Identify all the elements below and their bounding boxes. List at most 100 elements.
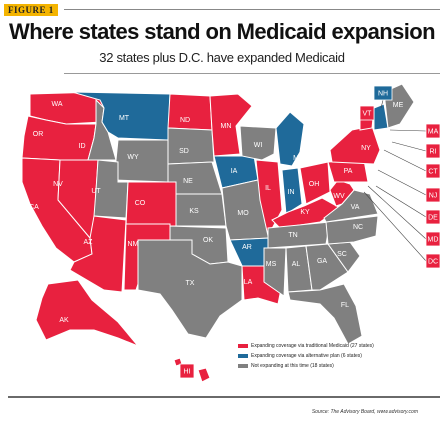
map-subtitle: 32 states plus D.C. have expanded Medica… <box>99 50 345 65</box>
leader-line-ma <box>389 129 427 132</box>
state-label-ut: UT <box>91 188 101 195</box>
callout-label-nj: NJ <box>429 192 438 199</box>
state-label-mi: MI <box>293 155 301 162</box>
callout-box-md <box>425 231 441 247</box>
leader-line-ri <box>391 141 427 152</box>
state-label-wy: WY <box>127 154 139 161</box>
state-label-nm: NM <box>128 241 139 248</box>
state-mn <box>209 93 253 157</box>
legend-label-not-expanding: Not expanding at this time (18 states) <box>251 362 334 369</box>
legend-swatch-traditional <box>238 344 248 348</box>
leader-line-dc <box>363 191 427 262</box>
state-ak <box>35 279 139 347</box>
legend-label-alternative: Expanding coverage via alternative plan … <box>251 352 362 359</box>
state-label-wi: WI <box>254 142 263 149</box>
state-label-ks: KS <box>189 208 199 215</box>
state-oh <box>299 161 331 205</box>
callout-label-nh: NH <box>378 90 388 97</box>
callout-label-md: MD <box>428 236 439 243</box>
legend-item-not-expanding: Not expanding at this time (18 states) <box>238 361 374 371</box>
state-label-nc: NC <box>353 224 363 231</box>
legend-item-traditional: Expanding coverage via traditional Medic… <box>238 341 374 351</box>
state-tx <box>137 239 243 339</box>
callout-label-ri: RI <box>430 148 437 155</box>
callout-box-nj <box>425 187 441 203</box>
state-nc <box>325 215 379 245</box>
state-label-ny: NY <box>361 145 371 152</box>
legend-swatch-alternative <box>238 354 248 358</box>
state-label-ga: GA <box>317 258 327 265</box>
state-ga <box>305 243 349 291</box>
state-wi <box>239 125 277 161</box>
state-label-ar: AR <box>242 244 252 251</box>
leader-line-nj <box>377 169 427 196</box>
state-sd <box>167 127 215 165</box>
state-label-ne: NE <box>183 178 193 185</box>
callout-label-hi: HI <box>184 368 191 375</box>
leader-line-de <box>375 185 427 218</box>
callout-box-nh <box>373 85 393 101</box>
figure-label: FIGURE 1 <box>4 4 58 16</box>
callout-label-vt: VT <box>363 110 373 117</box>
callout-label-ma: MA <box>428 128 439 135</box>
state-ne <box>167 161 223 195</box>
state-wy <box>113 139 169 183</box>
subtitle-rule <box>64 73 440 74</box>
callout-box-ma <box>425 123 441 139</box>
state-mi <box>275 111 305 167</box>
state-label-wv: WV <box>333 193 345 200</box>
state-label-va: VA <box>351 204 360 211</box>
state-label-la: LA <box>244 279 253 286</box>
bottom-rule <box>8 396 440 398</box>
leader-line-ct <box>383 149 427 172</box>
state-label-ok: OK <box>203 237 213 244</box>
state-label-id: ID <box>79 143 86 150</box>
legend-label-traditional: Expanding coverage via traditional Medic… <box>251 342 374 349</box>
callout-box-vt <box>359 105 375 121</box>
legend-item-alternative: Expanding coverage via alternative plan … <box>238 351 374 361</box>
state-label-sd: SD <box>179 148 189 155</box>
state-label-ak: AK <box>59 317 69 324</box>
callout-box-ct <box>425 163 441 179</box>
state-label-wa: WA <box>51 101 62 108</box>
map-title: Where states stand on Medicaid expansion <box>9 19 435 44</box>
leader-line-md <box>367 185 427 240</box>
state-label-mo: MO <box>237 210 249 217</box>
state-ks <box>175 193 227 227</box>
state-label-or: OR <box>33 131 44 138</box>
state-label-ia: IA <box>231 168 238 175</box>
state-label-ky: KY <box>300 209 310 216</box>
state-label-il: IL <box>265 185 271 192</box>
state-label-fl: FL <box>341 302 349 309</box>
source-note: Source: The Advisory Board, www.advisory… <box>311 409 418 415</box>
state-label-tx: TX <box>186 280 195 287</box>
callout-box-hi <box>179 363 195 379</box>
state-label-pa: PA <box>344 168 353 175</box>
state-label-ms: MS <box>266 261 277 268</box>
state-label-mt: MT <box>119 115 130 122</box>
callout-label-ct: CT <box>428 168 438 175</box>
callout-box-dc <box>425 253 441 269</box>
top-rule <box>64 9 440 10</box>
state-fl <box>287 283 363 345</box>
callout-label-dc: DC <box>428 258 438 265</box>
state-label-in: IN <box>288 189 295 196</box>
state-label-co: CO <box>135 200 146 207</box>
state-co <box>125 181 177 227</box>
state-ny <box>329 125 381 165</box>
state-label-az: AZ <box>84 239 94 246</box>
callout-box-de <box>425 209 441 225</box>
legend: Expanding coverage via traditional Medic… <box>238 341 374 371</box>
state-label-nv: NV <box>53 181 63 188</box>
state-label-mn: MN <box>221 123 232 130</box>
state-label-me: ME <box>393 102 404 109</box>
state-label-sc: SC <box>337 251 347 258</box>
state-label-ca: CA <box>29 204 39 211</box>
state-label-oh: OH <box>309 181 320 188</box>
callout-box-ri <box>425 143 441 159</box>
state-label-al: AL <box>292 261 301 268</box>
state-label-nd: ND <box>180 117 190 124</box>
leader-line-nh <box>380 99 384 109</box>
state-nd <box>167 93 213 131</box>
callout-label-de: DE <box>428 214 438 221</box>
